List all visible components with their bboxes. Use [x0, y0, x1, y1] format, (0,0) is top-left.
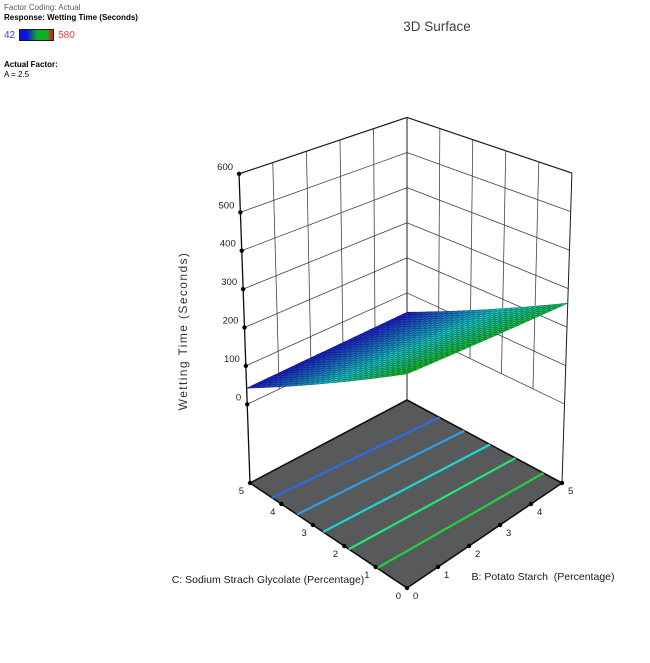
axis-tick-dot	[310, 522, 315, 528]
c-axis-tick-label: 2	[333, 549, 338, 560]
axis-tick-dot	[238, 210, 243, 215]
axis-tick-dot	[240, 286, 246, 292]
annotation-panel: Factor Coding: Actual Response: Wetting …	[4, 3, 138, 81]
b-axis-tick-label: 1	[444, 570, 449, 581]
axis-tick-dot	[242, 325, 247, 330]
z-axis-tick-label: 0	[236, 392, 241, 403]
contour-line	[376, 472, 544, 570]
axis-tick-dot	[243, 363, 249, 369]
axis-tick-dot	[528, 501, 534, 507]
b-axis-tick-label: 0	[413, 591, 418, 602]
z-axis-tick-label: 200	[223, 315, 239, 326]
axis-ticks: 0 100 200 300 400 500 600 0 1 2 3 4 5 1 2 3 4 5 0 C: Sodium…	[172, 162, 615, 602]
axis-tick-dot	[559, 480, 565, 486]
chart-title: 3D Surface	[403, 19, 471, 34]
axis-tick-dot	[279, 501, 284, 507]
wall-grids	[238, 116, 573, 405]
z-axis-title: Wetting Time (Seconds)	[176, 252, 190, 411]
c-axis-tick-label: 3	[302, 528, 307, 539]
c-axis-title: C: Sodium Strach Glycolate (Percentage)	[172, 574, 365, 586]
contour-line	[271, 416, 441, 499]
axis-tick-dot	[404, 585, 410, 591]
c-axis-tick-label: 5	[239, 486, 244, 497]
factor-coding-label: Factor Coding: Actual	[4, 3, 81, 12]
response-label: Response: Wetting Time (Seconds)	[4, 13, 138, 23]
legend-gradient-bar	[19, 29, 55, 42]
legend-min-value: 42	[4, 29, 16, 41]
axis-tick-dot	[245, 402, 250, 407]
axis-tick-dot	[239, 248, 244, 253]
c-axis-tick-label: 0	[396, 591, 401, 602]
actual-factor-value: A = 2.5	[4, 70, 30, 80]
floor-contours	[271, 416, 544, 570]
contour-line	[296, 429, 465, 516]
surface-mesh	[246, 302, 568, 389]
z-axis-tick-label: 600	[217, 162, 233, 173]
contour-line	[348, 457, 517, 551]
c-axis-tick-label: 1	[364, 570, 369, 581]
axis-tick-dot	[466, 543, 472, 549]
b-axis-tick-label: 3	[506, 528, 511, 539]
z-axis-tick-label: 400	[220, 239, 236, 250]
contour-line	[322, 443, 491, 533]
b-axis-tick-label: 4	[537, 507, 542, 518]
axis-tick-dot	[236, 171, 242, 177]
b-axis-tick-label: 2	[475, 549, 480, 560]
z-axis-tick-label: 300	[221, 277, 237, 288]
color-scale-legend: 42 580	[4, 28, 138, 43]
legend-max-value: 580	[58, 29, 75, 41]
axis-tick-dot	[373, 564, 378, 570]
axis-tick-dot	[435, 564, 441, 570]
z-axis-tick-label: 500	[219, 200, 235, 211]
b-axis-title: B: Potato Starch (Percentage)	[472, 571, 615, 583]
actual-factor-label: Actual Factor:	[4, 59, 58, 69]
b-axis-tick-label: 5	[568, 486, 573, 497]
z-axis-tick-label: 100	[224, 354, 240, 365]
floor-polygon	[249, 399, 563, 589]
axis-tick-dot	[497, 522, 503, 528]
floor-plane	[249, 399, 563, 589]
c-axis-tick-label: 4	[270, 507, 275, 518]
axis-tick-dot	[247, 480, 253, 486]
axis-tick-dot	[342, 543, 347, 549]
